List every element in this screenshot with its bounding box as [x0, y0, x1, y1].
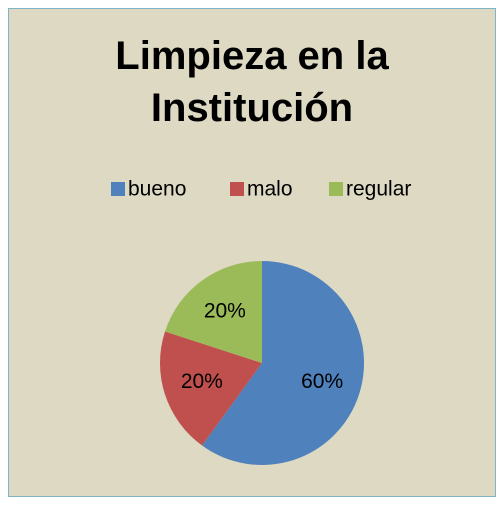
legend-swatch [111, 182, 125, 196]
pie-slice [202, 261, 364, 465]
pie-slice [164, 261, 262, 363]
data-label: 60% [301, 370, 343, 393]
chart-title: Limpieza en la Institución [115, 34, 389, 130]
pie-slice [159, 331, 262, 446]
legend-label: regular [346, 178, 411, 201]
legend-swatch [329, 182, 343, 196]
data-label: 20% [181, 370, 223, 393]
data-label: 20% [204, 299, 246, 322]
legend-swatch [230, 182, 244, 196]
legend-label: malo [247, 178, 293, 201]
legend-label: bueno [128, 178, 186, 201]
